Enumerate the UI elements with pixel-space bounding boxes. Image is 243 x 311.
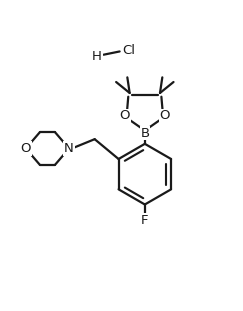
Text: O: O [159,109,170,122]
Text: N: N [64,142,74,155]
Text: H: H [92,50,102,63]
Text: F: F [141,214,148,227]
Text: B: B [140,127,149,140]
Text: Cl: Cl [122,44,135,57]
Text: O: O [120,109,130,122]
Text: O: O [21,142,31,155]
